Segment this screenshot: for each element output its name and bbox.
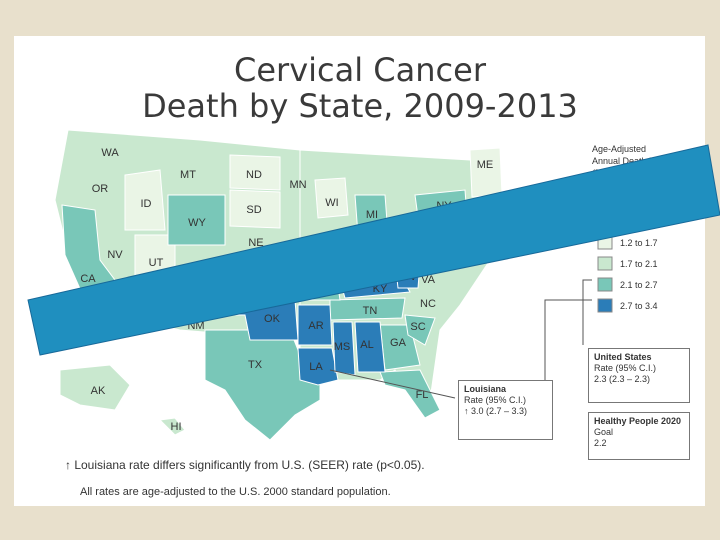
label-sd: SD [246, 204, 261, 216]
label-wy: WY [188, 217, 206, 229]
legend-swatch [597, 235, 613, 250]
healthy-people-box: Healthy People 2020 Goal 2.2 [588, 412, 690, 460]
arrow-la-leader [329, 369, 456, 399]
state-mo [294, 264, 341, 301]
legend-heading-3: (Pe [592, 168, 606, 178]
louisiana-line1: Rate (95% C.I.) [464, 395, 527, 405]
legend-swatch [597, 277, 613, 292]
label-ut: UT [149, 257, 164, 269]
label-mn: MN [289, 179, 306, 191]
state-me [469, 147, 503, 198]
legend-label: 1.7 to 2.1 [620, 259, 658, 269]
louisiana-line2: ↑ 3.0 (2.7 – 3.3) [464, 406, 528, 416]
label-wa: WA [101, 147, 119, 159]
label-ak: AK [91, 385, 106, 397]
label-ok: OK [264, 313, 281, 325]
label-ky: KY [373, 283, 388, 295]
legend-swatch [597, 256, 613, 271]
hp-line2: 2.2 [594, 438, 607, 448]
title-line-1: Cervical Cancer [234, 51, 486, 89]
label-nm: NM [187, 320, 204, 332]
label-ar: AR [308, 320, 323, 332]
label-me: ME [477, 159, 494, 171]
legend-label: 1.2 to 1.7 [620, 238, 658, 248]
label-ms: MS [334, 341, 351, 353]
arrow-us-pointer [582, 279, 592, 345]
hp-title: Healthy People 2020 [594, 416, 682, 426]
label-tn: TN [363, 305, 378, 317]
label-nc: NC [420, 298, 436, 310]
state-ak [59, 364, 131, 411]
label-mt: MT [180, 169, 196, 181]
us-line2: 2.3 (2.3 – 2.3) [594, 374, 651, 384]
louisiana-box: Louisiana Rate (95% C.I.) ↑ 3.0 (2.7 – 3… [458, 380, 553, 440]
label-ca: CA [80, 273, 96, 285]
label-ga: GA [390, 337, 407, 349]
label-wi: WI [325, 197, 338, 209]
footnote-age-adjusted: All rates are age-adjusted to the U.S. 2… [80, 486, 391, 498]
us-title: United States [594, 352, 652, 362]
legend-heading-2: Annual Death R [592, 156, 656, 166]
label-id: ID [141, 198, 152, 210]
us-box: United States Rate (95% C.I.) 2.3 (2.3 –… [588, 348, 690, 403]
us-line1: Rate (95% C.I.) [594, 363, 657, 373]
label-sc: SC [410, 321, 425, 333]
label-ny: NY [436, 200, 452, 212]
label-hi: HI [171, 421, 182, 433]
label-nv: NV [107, 249, 123, 261]
label-wv: WV [399, 271, 417, 283]
label-al: AL [360, 339, 373, 351]
label-nd: ND [246, 169, 262, 181]
legend-heading-1: Age-Adjusted [592, 144, 646, 154]
label-mi: MI [366, 209, 378, 221]
hp-line1: Goal [594, 427, 614, 437]
label-fl: FL [416, 389, 429, 401]
legend-swatch [597, 298, 613, 313]
label-ne: NE [248, 237, 263, 249]
legend-label: 2.1 to 2.7 [620, 280, 658, 290]
label-va: VA [421, 274, 436, 286]
label-mo: MO [307, 253, 325, 265]
label-az: AZ [141, 311, 155, 323]
arrow-la-pointer [544, 299, 592, 380]
legend-label: 2.7 to 3.4 [620, 301, 658, 311]
state-hi [158, 417, 186, 436]
label-tx: TX [248, 359, 263, 371]
label-or: OR [92, 183, 109, 195]
footnote-significance: ↑ Louisiana rate differs significantly f… [65, 458, 425, 472]
louisiana-title: Louisiana [464, 384, 507, 394]
label-la: LA [309, 361, 323, 373]
title-line-2: Death by State, 2009-2013 [142, 87, 578, 125]
state-fl [379, 369, 441, 419]
